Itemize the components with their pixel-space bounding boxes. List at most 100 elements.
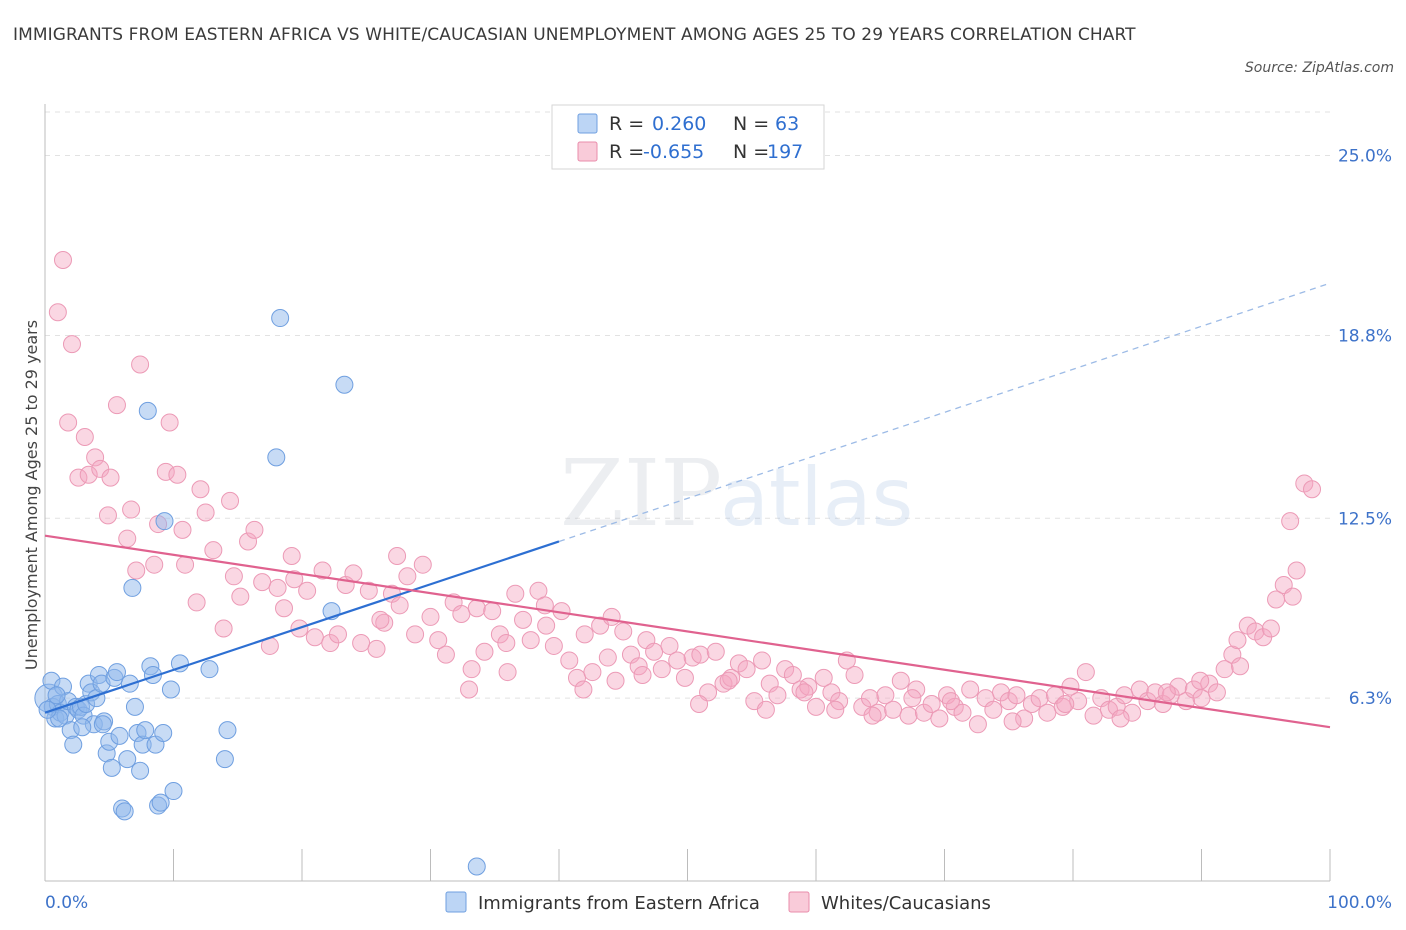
point-whites-175 xyxy=(826,700,845,719)
point-whites-167 xyxy=(1281,512,1300,531)
point-whites-92 xyxy=(706,642,725,661)
y-axis-label: Unemployment Among Ages 25 to 29 years xyxy=(22,320,41,670)
point-whites-45 xyxy=(344,564,363,583)
point-whites-112 xyxy=(860,689,879,708)
point-immigrants-36 xyxy=(131,761,150,780)
bottom-swatch-blue xyxy=(445,891,467,913)
point-whites-121 xyxy=(930,709,949,728)
point-whites-84 xyxy=(645,642,664,661)
point-immigrants-33 xyxy=(123,578,142,597)
point-whites-24 xyxy=(191,480,210,499)
series-immigrants-points xyxy=(34,309,486,876)
series-whites-points xyxy=(48,250,1322,734)
point-whites-28 xyxy=(221,491,240,510)
point-immigrants-25 xyxy=(102,758,121,777)
point-whites-43 xyxy=(328,625,347,644)
point-whites-157 xyxy=(1207,683,1226,702)
point-whites-40 xyxy=(305,628,324,647)
point-whites-126 xyxy=(968,715,987,734)
point-whites-82 xyxy=(629,657,648,676)
point-whites-134 xyxy=(1030,689,1049,708)
point-whites-71 xyxy=(544,636,563,655)
point-whites-67 xyxy=(514,610,533,629)
point-whites-177 xyxy=(1056,694,1075,713)
point-whites-66 xyxy=(506,584,525,603)
point-whites-182 xyxy=(371,610,390,629)
point-whites-105 xyxy=(807,697,825,716)
point-whites-141 xyxy=(1084,706,1103,725)
point-whites-152 xyxy=(1169,677,1188,696)
point-whites-183 xyxy=(462,660,481,679)
point-whites-30 xyxy=(231,587,250,606)
point-whites-16 xyxy=(145,555,164,574)
correlation-legend: R = 0.260 N = 63 R = -0.655 N = 197 xyxy=(551,104,825,170)
point-whites-21 xyxy=(173,520,192,539)
point-immigrants-48 xyxy=(164,782,183,801)
point-whites-114 xyxy=(876,686,895,705)
point-whites-160 xyxy=(1231,657,1250,676)
point-whites-80 xyxy=(614,622,633,641)
point-immigrants-61 xyxy=(47,686,66,705)
point-whites-29 xyxy=(224,567,243,586)
bottom-swatch-pink xyxy=(788,891,810,913)
legend-r-value-1: 0.260 xyxy=(652,113,706,135)
point-immigrants-60 xyxy=(93,715,112,734)
point-whites-20 xyxy=(168,465,187,484)
bottom-legend-label-1: Immigrants from Eastern Africa xyxy=(478,893,760,914)
point-whites-65 xyxy=(498,663,517,682)
trend-immigrants-dashed xyxy=(558,282,1331,543)
point-whites-25 xyxy=(196,503,215,522)
point-whites-52 xyxy=(398,567,417,586)
x-tick-label-0: 0.0% xyxy=(45,893,88,913)
point-whites-78 xyxy=(598,648,617,667)
point-whites-193 xyxy=(756,700,775,719)
point-whites-22 xyxy=(176,555,195,574)
point-whites-54 xyxy=(413,555,432,574)
y-tick-label-1: 12.5% xyxy=(1338,509,1392,529)
point-whites-164 xyxy=(1261,619,1280,638)
point-whites-55 xyxy=(421,607,440,626)
point-whites-10 xyxy=(101,468,120,487)
point-immigrants-10 xyxy=(64,735,83,754)
point-whites-18 xyxy=(156,462,175,481)
point-whites-146 xyxy=(1123,703,1142,722)
point-whites-190 xyxy=(1191,671,1210,690)
point-whites-33 xyxy=(253,573,272,592)
point-whites-85 xyxy=(652,660,671,679)
point-whites-70 xyxy=(537,616,556,635)
point-whites-6 xyxy=(79,465,98,484)
point-whites-56 xyxy=(429,631,448,650)
point-whites-13 xyxy=(122,500,141,519)
point-whites-132 xyxy=(1015,709,1034,728)
point-whites-179 xyxy=(1228,631,1247,650)
point-whites-11 xyxy=(107,396,126,415)
point-immigrants-47 xyxy=(161,680,180,699)
point-whites-174 xyxy=(719,671,738,690)
point-immigrants-45 xyxy=(154,724,173,743)
legend-r-label-1: R = xyxy=(609,113,644,135)
series-legend: Immigrants from Eastern Africa Whites/Ca… xyxy=(445,891,991,914)
y-tick-label-0: 6.3% xyxy=(1349,689,1392,709)
trend-lines xyxy=(44,282,1331,729)
point-whites-172 xyxy=(497,634,516,653)
point-whites-12 xyxy=(118,529,137,548)
point-whites-59 xyxy=(452,605,471,624)
point-whites-36 xyxy=(275,599,294,618)
point-whites-51 xyxy=(390,596,409,615)
point-immigrants-27 xyxy=(107,663,126,682)
point-whites-155 xyxy=(1192,689,1211,708)
grid-lines xyxy=(45,111,1330,699)
point-whites-48 xyxy=(367,639,386,658)
point-whites-125 xyxy=(961,680,980,699)
point-immigrants-31 xyxy=(118,750,137,769)
point-whites-131 xyxy=(1007,686,1026,705)
point-whites-170 xyxy=(1303,480,1322,499)
point-whites-62 xyxy=(475,642,494,661)
point-whites-94 xyxy=(722,668,741,687)
point-whites-158 xyxy=(1215,660,1234,679)
point-immigrants-39 xyxy=(138,401,157,420)
point-whites-68 xyxy=(521,631,540,650)
point-immigrants-50 xyxy=(200,660,219,679)
point-whites-41 xyxy=(313,561,332,580)
